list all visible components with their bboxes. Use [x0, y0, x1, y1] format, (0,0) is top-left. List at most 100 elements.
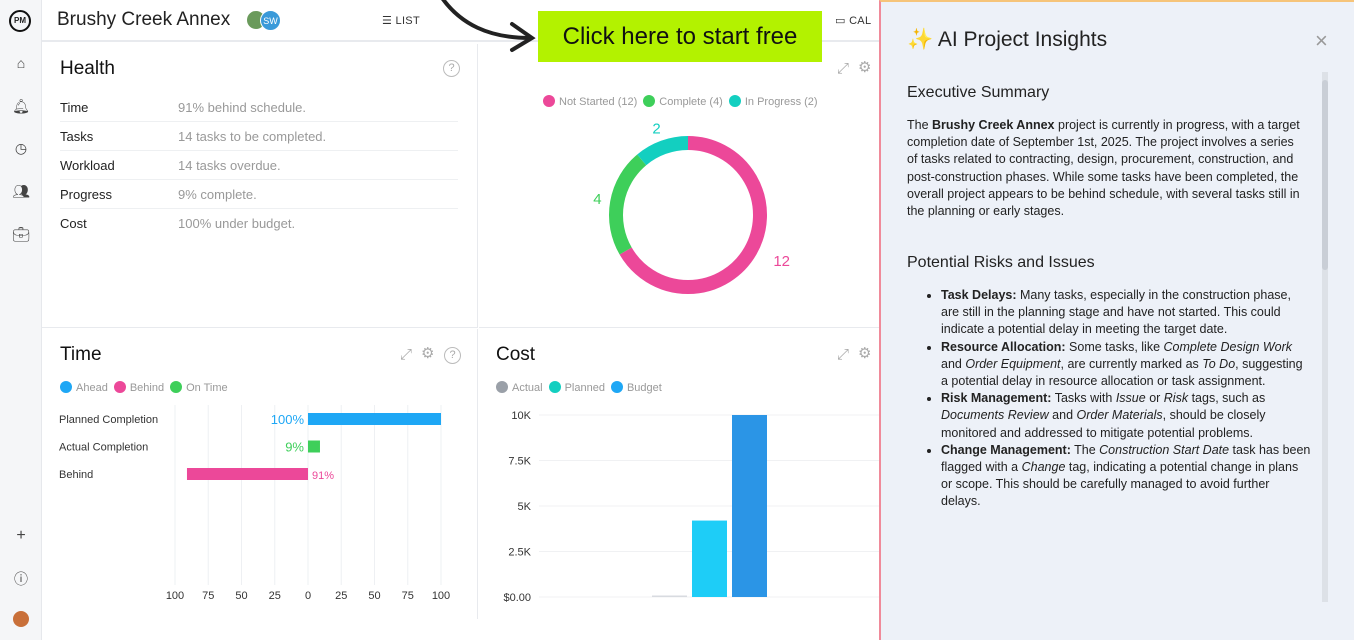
briefcase-icon[interactable]: 💼︎: [12, 226, 30, 242]
italic-text: Construction Start Date: [1099, 442, 1230, 457]
gear-icon[interactable]: ⚙: [858, 59, 872, 76]
tab-calendar[interactable]: ▭ CAL: [835, 15, 872, 27]
risk-item: Risk Management: Tasks with Issue or Ris…: [941, 390, 1311, 442]
donut-legend: Not Started (12) Complete (4) In Progres…: [543, 95, 818, 108]
user-avatar[interactable]: [13, 611, 29, 627]
x-tick-label: 0: [305, 590, 311, 602]
gear-icon[interactable]: ⚙: [858, 345, 872, 362]
expand-icon[interactable]: ⤢: [837, 346, 850, 363]
y-tick-label: 7.5K: [508, 456, 531, 468]
x-tick-label: 25: [269, 590, 281, 602]
bold-text: Risk Management:: [941, 391, 1052, 406]
y-tick-label: 5K: [518, 501, 532, 513]
text-segment: The: [907, 118, 933, 132]
text-segment: Some tasks, like: [1065, 339, 1164, 354]
y-tick-label: $0.00: [503, 592, 531, 604]
donut-label: 4: [593, 191, 601, 208]
home-icon[interactable]: ⌂: [16, 55, 26, 71]
help-icon[interactable]: ?: [443, 60, 460, 77]
y-tick-label: 2.5K: [508, 547, 531, 559]
risks-heading: Potential Risks and Issues: [907, 254, 1095, 271]
italic-text: Change: [1021, 460, 1066, 475]
donut-chart: 12 4 2: [593, 121, 790, 294]
bar-planned: [692, 520, 727, 597]
text-segment: Tasks with: [1051, 391, 1116, 406]
text-segment: , should be closely monitored and addres…: [941, 408, 1266, 440]
italic-text: Order Equipment: [965, 356, 1061, 371]
time-legend: Ahead Behind On Time: [60, 381, 228, 394]
expand-icon[interactable]: ⤢: [400, 346, 413, 363]
legend-item: Actual: [496, 381, 543, 394]
donut-slice: [637, 136, 689, 166]
y-tick-label: 10K: [511, 410, 531, 422]
italic-text: Risk: [1163, 391, 1189, 406]
health-row: Time 91% behind schedule.: [60, 93, 458, 122]
data-label: 9%: [285, 440, 304, 455]
data-label: 100%: [271, 412, 305, 427]
x-tick-label: 100: [166, 590, 184, 602]
cost-title: Cost: [496, 344, 536, 365]
close-icon[interactable]: ×: [1315, 28, 1328, 53]
expand-icon[interactable]: ⤢: [837, 60, 850, 77]
category-label: Planned Completion: [59, 414, 158, 426]
cost-chart: $0.00 2.5K 5K 7.5K 10K: [503, 410, 879, 604]
time-title: Time: [60, 344, 102, 365]
plus-icon[interactable]: +: [16, 527, 26, 544]
bar-actual: [652, 595, 687, 597]
donut-label: 12: [773, 253, 790, 270]
risks-list: Task Delays: Many tasks, especially in t…: [941, 287, 1311, 511]
project-title: Brushy Creek Annex: [57, 9, 231, 30]
pm-logo[interactable]: PM: [9, 10, 31, 32]
legend-item: Behind: [113, 381, 164, 394]
scrollbar[interactable]: [1322, 72, 1328, 602]
text-segment: or: [1145, 391, 1164, 406]
text-segment: Many tasks, especially in the constructi…: [941, 288, 1291, 337]
x-tick-label: 50: [235, 590, 247, 602]
gear-icon[interactable]: ⚙: [421, 345, 435, 362]
time-panel: Time ⤢ ⚙ ? Ahead Behind On Time 100 75 50 2…: [42, 329, 478, 619]
x-tick-label: 100: [432, 590, 450, 602]
italic-text: Documents Review: [941, 408, 1049, 423]
sidebar: PM ⌂ 🔔︎ ◷ 👥︎ 💼︎ + ⓘ: [0, 0, 42, 640]
help-icon[interactable]: ?: [444, 347, 461, 364]
health-row: Workload 14 tasks overdue.: [60, 151, 458, 180]
help-icon[interactable]: ⓘ: [14, 571, 28, 587]
risk-item: Resource Allocation: Some tasks, like Co…: [941, 339, 1311, 391]
text-segment: task has been flagged with a: [941, 442, 1311, 475]
legend-item: On Time: [170, 381, 228, 394]
italic-text: Complete Design Work: [1163, 339, 1293, 354]
bold-text: Task Delays:: [941, 288, 1017, 302]
legend-item: Planned: [548, 381, 605, 394]
text-segment: tags, such as: [1188, 391, 1266, 406]
clock-icon[interactable]: ◷: [14, 140, 28, 156]
people-icon[interactable]: 👥︎: [12, 183, 30, 199]
sparkle-icon: ✨: [907, 28, 934, 51]
text-segment: and: [1048, 408, 1077, 423]
bar: [308, 440, 320, 453]
category-label: Actual Completion: [59, 442, 148, 454]
donut-label: 2: [652, 121, 660, 138]
ai-insights-panel: ✨ AI Project Insights × Executive Summar…: [879, 0, 1354, 640]
x-tick-label: 25: [335, 590, 347, 602]
list-icon: ☰: [382, 15, 396, 27]
bold-text: Resource Allocation:: [941, 339, 1066, 354]
health-title: Health: [60, 58, 115, 79]
avatar-sw[interactable]: SW: [260, 10, 281, 31]
cost-panel: Cost ⤢ ⚙ Actual Planned Budget $0.00 2.5K…: [479, 329, 879, 619]
italic-text: Order Materials: [1076, 408, 1163, 423]
text-segment: , are currently marked as: [1060, 356, 1203, 371]
notification-bell-icon[interactable]: 🔔︎: [12, 98, 30, 114]
italic-text: To Do: [1202, 356, 1236, 371]
tab-list[interactable]: ☰ LIST: [382, 15, 420, 27]
legend-item: Not Started (12): [543, 95, 637, 108]
start-free-button[interactable]: Click here to start free: [538, 11, 822, 62]
health-row: Progress 9% complete.: [60, 180, 458, 209]
text-segment: , suggesting a potential delay in resour…: [941, 356, 1303, 389]
legend-item: Ahead: [60, 381, 108, 394]
bar-budget: [732, 415, 767, 597]
cost-legend: Actual Planned Budget: [496, 381, 662, 394]
summary-heading: Executive Summary: [907, 84, 1050, 101]
category-label: Behind: [59, 469, 93, 481]
legend-item: Budget: [610, 381, 662, 394]
status-panel: ⤢ ⚙ Not Started (12) Complete (4) In Pro…: [479, 44, 879, 328]
